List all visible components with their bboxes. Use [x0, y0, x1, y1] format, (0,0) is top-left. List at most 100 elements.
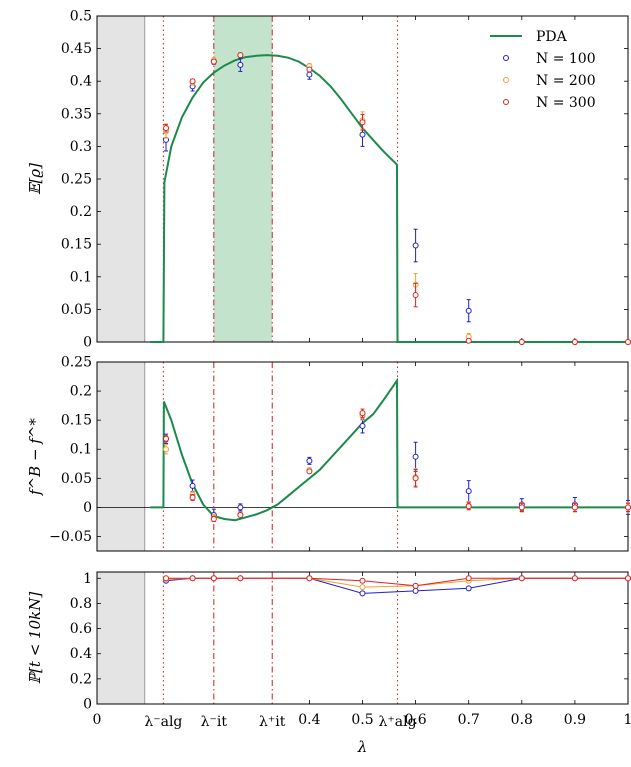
y-tick-label: 0.2: [70, 671, 92, 687]
panel-convergence-probability: 0 0.2 0.4 0.6 0.8 1 ℙ[t < 10kN]: [26, 571, 631, 713]
data-point: [306, 66, 313, 73]
x-tick-label: 0.7: [458, 712, 480, 728]
y-tick-label: 0.1: [70, 442, 92, 458]
y-tick-label: 0.4: [70, 74, 92, 90]
data-point: [237, 504, 244, 511]
y-tick-label: 0.15: [61, 413, 92, 429]
data-point: [465, 503, 472, 510]
data-point: [412, 582, 419, 589]
data-point: [359, 590, 366, 597]
x-tick-label: 0.6: [404, 712, 426, 728]
y-tick-label: 1: [83, 571, 92, 587]
data-point: [359, 577, 366, 584]
y-tick-label: 0.2: [70, 384, 92, 400]
data-point: [571, 504, 578, 511]
x-axis: 0 0.4 0.5 0.6 0.7 0.8 0.9 1 λ⁻alg λ⁻it λ⁺it λ⁺alg λ: [93, 712, 631, 756]
data-point: [571, 339, 578, 345]
y-tick-label: 0.6: [70, 621, 92, 637]
special-x-label: λ⁻alg: [144, 714, 182, 730]
data-point: [412, 475, 419, 482]
legend-label: N = 300: [536, 95, 596, 111]
x-tick-label: 0.5: [351, 712, 373, 728]
data-point: [625, 339, 631, 345]
data-point: [465, 488, 472, 495]
y-tick-label: 0.3: [70, 139, 92, 155]
series-line: [165, 577, 628, 588]
y-tick-label: 0.4: [70, 646, 92, 662]
legend: PDA N = 100 N = 200 N = 300: [490, 29, 596, 111]
data-point: [189, 494, 196, 501]
y-tick-label: −0.05: [49, 529, 92, 545]
panel-energy-gap: −0.05 0 0.05 0.1 0.15 0.2 0.25 f^B − f^*: [26, 355, 631, 552]
data-point: [625, 504, 631, 511]
excluded-region: [96, 15, 146, 343]
x-tick-label: 1: [624, 712, 631, 728]
excluded-region: [96, 571, 146, 705]
data-point: [518, 339, 525, 345]
data-point: [412, 242, 419, 249]
pda-line: [150, 377, 628, 522]
x-tick-label: 0.4: [298, 712, 320, 728]
data-point: [237, 511, 244, 518]
y-axis-label: 𝔼[ϱ]: [26, 163, 44, 195]
y-tick-label: 0.05: [61, 302, 92, 318]
data-point: [465, 575, 472, 582]
data-point: [306, 71, 313, 78]
data-point: [571, 575, 578, 582]
special-x-label: λ⁻it: [201, 714, 228, 730]
data-point: [163, 575, 170, 582]
data-point: [306, 575, 313, 582]
y-tick-label: 0.05: [61, 471, 92, 487]
data-point: [237, 52, 244, 59]
special-x-label: λ⁺alg: [379, 714, 417, 730]
y-tick-label: 0: [83, 335, 92, 351]
legend-label: N = 100: [536, 51, 596, 67]
data-point: [359, 410, 366, 417]
legend-swatch: [503, 99, 509, 105]
data-point: [412, 587, 419, 594]
special-x-label: λ⁺it: [259, 714, 286, 730]
x-axis-label: λ: [357, 738, 368, 756]
series-line: [166, 577, 628, 587]
y-tick-label: 0.2: [70, 204, 92, 220]
y-tick-label: 0.25: [61, 355, 92, 371]
data-point: [359, 119, 366, 126]
y-tick-label: 0.25: [61, 172, 92, 188]
y-tick-label: 0.8: [70, 596, 92, 612]
y-tick-label: 0.5: [70, 9, 92, 25]
y-tick-label: 0.35: [61, 106, 92, 122]
data-point: [163, 446, 170, 453]
legend-label: N = 200: [536, 73, 596, 89]
pda-line: [150, 54, 628, 343]
data-point: [210, 516, 217, 523]
data-point: [189, 78, 196, 85]
legend-swatch: [503, 55, 509, 61]
x-tick-label: 0: [93, 712, 102, 728]
shaded-interval: [213, 16, 273, 342]
y-tick-label: 0: [83, 500, 92, 516]
y-tick-label: 0.45: [61, 41, 92, 57]
y-axis-label: f^B − f^*: [26, 418, 44, 496]
y-tick-label: 0.15: [61, 237, 92, 253]
x-tick-label: 0.8: [511, 712, 533, 728]
x-tick-label: 0.9: [564, 712, 586, 728]
data-point: [359, 131, 366, 138]
data-point: [518, 504, 525, 511]
data-point: [189, 575, 196, 582]
excluded-region: [96, 361, 146, 552]
data-point: [210, 575, 217, 582]
data-point: [237, 575, 244, 582]
y-tick-label: 0: [83, 697, 92, 713]
data-point: [189, 482, 196, 489]
data-point: [306, 468, 313, 475]
panel-expected-rho: 0 0.05 0.1 0.15 0.2 0.25 0.3 0.35 0.4 0.45 0.5 𝔼[ϱ]: [26, 9, 631, 351]
data-point: [412, 292, 419, 299]
data-point: [625, 575, 631, 582]
legend-swatch: [503, 77, 509, 83]
y-tick-label: 0.1: [70, 269, 92, 285]
data-point: [412, 453, 419, 460]
data-point: [465, 337, 472, 344]
data-point: [163, 125, 170, 132]
data-point: [306, 457, 313, 464]
